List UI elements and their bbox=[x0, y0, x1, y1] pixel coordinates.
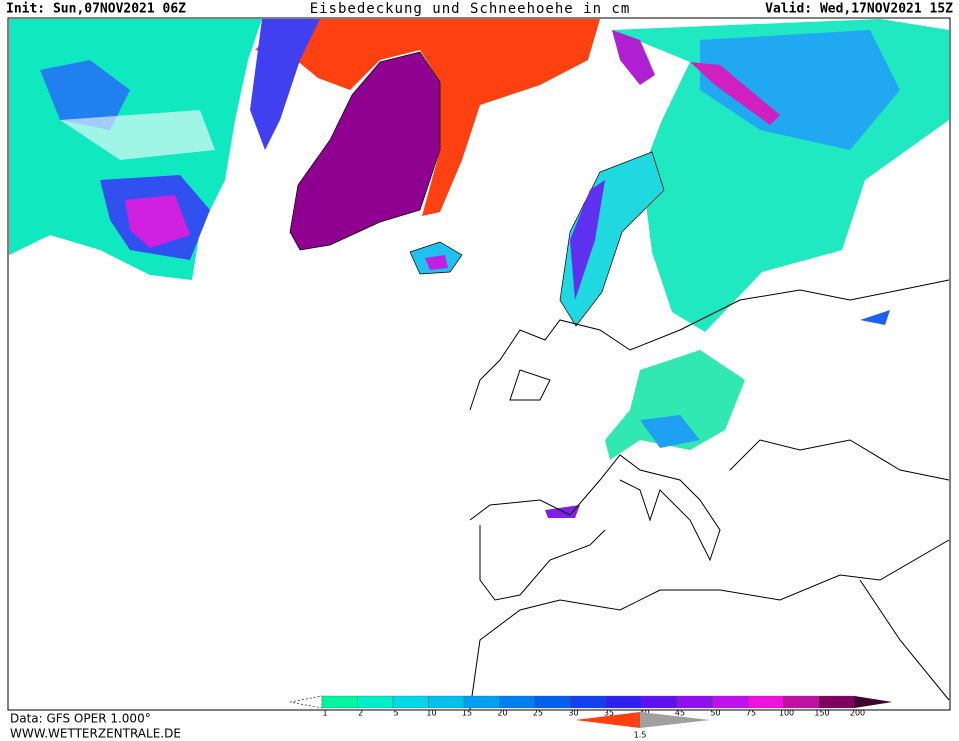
legend-label: 100 bbox=[779, 709, 794, 718]
snow-patch bbox=[612, 30, 655, 85]
legend-swatch bbox=[570, 695, 607, 709]
legend-swatch bbox=[641, 695, 678, 709]
legend: 12510152025303540455075100150200 bbox=[321, 695, 893, 718]
coastline bbox=[469, 454, 721, 562]
snow-patch bbox=[570, 180, 605, 300]
legend-label: 30 bbox=[568, 709, 578, 718]
legend-high-arrow bbox=[854, 696, 893, 708]
legend-swatch bbox=[534, 695, 571, 709]
legend-label: 25 bbox=[533, 709, 543, 718]
snow-gap bbox=[60, 110, 215, 160]
legend-swatch bbox=[499, 695, 536, 709]
coastline bbox=[479, 525, 606, 601]
legend-label: 50 bbox=[710, 709, 720, 718]
legend-label: 1 bbox=[322, 709, 327, 718]
valid-time: Valid: Wed,17NOV2021 15Z bbox=[765, 2, 953, 17]
legend-label: 45 bbox=[675, 709, 685, 718]
legend-swatch bbox=[676, 695, 713, 709]
map-title: Eisbedeckung und Schneehoehe in cm bbox=[310, 1, 631, 17]
coastline bbox=[469, 279, 950, 411]
legend-label: 20 bbox=[497, 709, 507, 718]
legend-swatch bbox=[428, 695, 465, 709]
legend-label: 35 bbox=[604, 709, 614, 718]
coastline bbox=[509, 369, 551, 401]
snow-patch bbox=[40, 60, 130, 130]
snow-patch bbox=[250, 19, 320, 150]
snow-scandinavia bbox=[559, 151, 665, 327]
border bbox=[859, 579, 950, 701]
snow-patch bbox=[125, 195, 190, 248]
data-source: Data: GFS OPER 1.000° bbox=[10, 712, 151, 726]
legend-swatch bbox=[321, 695, 358, 709]
snow-patch bbox=[690, 62, 780, 125]
legend-label: 2 bbox=[358, 709, 363, 718]
snow-patch bbox=[425, 255, 448, 270]
legend-low-arrow bbox=[289, 695, 323, 709]
snow-patch bbox=[700, 30, 900, 150]
init-time: Init: Sun,07NOV2021 06Z bbox=[6, 2, 186, 17]
snow-alps bbox=[605, 350, 745, 460]
ice-arrow bbox=[575, 712, 640, 728]
legend-label: 150 bbox=[814, 709, 829, 718]
coastline bbox=[729, 439, 950, 481]
legend-label: 200 bbox=[850, 709, 865, 718]
legend-label: 75 bbox=[746, 709, 756, 718]
footer-bg bbox=[0, 711, 959, 741]
coastline bbox=[469, 539, 950, 711]
legend-swatch bbox=[463, 695, 500, 709]
legend-swatch bbox=[357, 695, 394, 709]
legend-label: 10 bbox=[426, 709, 436, 718]
legend-label: 5 bbox=[393, 709, 398, 718]
snow-patch bbox=[860, 310, 890, 325]
legend-swatch bbox=[783, 695, 820, 709]
snow-patch bbox=[640, 415, 700, 448]
ice-arrow bbox=[640, 712, 710, 728]
ice-label: 1.5 bbox=[634, 731, 647, 740]
legend-swatch bbox=[712, 695, 749, 709]
site: WWW.WETTERZENTRALE.DE bbox=[10, 727, 181, 741]
legend-swatch bbox=[818, 695, 855, 709]
legend-label: 15 bbox=[462, 709, 472, 718]
legend-swatch bbox=[605, 695, 642, 709]
sea-ice bbox=[255, 19, 600, 216]
legend-swatch bbox=[747, 695, 784, 709]
legend-swatch bbox=[392, 695, 429, 709]
greenland bbox=[289, 51, 441, 251]
